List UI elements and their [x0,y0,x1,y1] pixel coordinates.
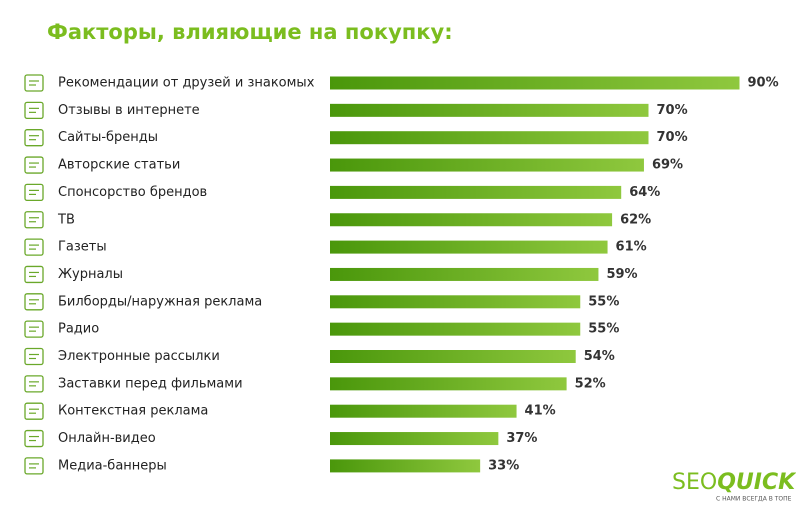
bar [330,158,644,172]
value-label: 54% [584,349,615,364]
category-icon [24,265,44,284]
category-icon [24,375,44,393]
category-label: Медиа-баннеры [58,458,167,473]
bar [330,295,581,309]
value-label: 37% [506,431,537,446]
logo: SEOQUICK С НАМИ ВСЕГДА В ТОПЕ [672,470,796,503]
category-icon [24,429,44,448]
value-label: 69% [652,158,683,173]
category-label: Спонсорство брендов [58,185,207,200]
category-icon [24,238,44,256]
logo-text: SEOQUICK [672,470,796,495]
value-label: 52% [575,376,606,391]
category-label: Контекстная реклама [58,404,208,419]
bar [330,322,581,336]
category-label: Заставки перед фильмами [58,376,243,391]
category-label: Онлайн-видео [58,431,156,446]
category-icon [24,156,44,174]
bar [330,267,599,281]
value-label: 33% [488,458,519,473]
category-icon [24,211,44,229]
value-label: 55% [588,322,619,337]
logo-part: SEO [672,470,717,495]
value-label: 70% [657,103,688,118]
bar [330,377,567,391]
category-icon [24,402,44,420]
value-label: 41% [525,404,556,419]
value-label: 59% [606,267,637,282]
category-icon [24,74,44,92]
bar [330,459,481,473]
category-label: Радио [58,322,99,337]
bar [330,103,649,117]
bar [330,213,613,227]
chart-title: Факторы, влияющие на покупку: [47,20,453,44]
bar [330,131,649,145]
category-icon [24,101,44,119]
category-icon [24,293,44,311]
category-icon [24,129,44,147]
category-label: ТВ [57,212,75,227]
category-label: Билборды/наружная реклама [58,294,262,309]
category-label: Авторские статьи [58,158,180,173]
category-label: Журналы [58,267,123,282]
logo-tagline: С НАМИ ВСЕГДА В ТОПЕ [716,496,792,503]
bar [330,350,576,363]
value-label: 64% [629,185,660,200]
bar [330,185,622,199]
value-label: 90% [748,76,779,91]
value-label: 62% [620,212,651,227]
category-icon [24,183,44,202]
category-label: Газеты [58,240,107,255]
bar [330,240,608,254]
value-label: 55% [588,294,619,309]
category-label: Отзывы в интернете [58,103,200,118]
bar [330,404,517,418]
category-label: Электронные рассылки [58,349,220,364]
category-icon [24,347,44,366]
category-icon [24,320,44,338]
category-label: Сайты-бренды [58,130,158,145]
category-label: Рекомендации от друзей и знакомых [58,76,315,91]
value-label: 61% [616,240,647,255]
value-label: 70% [657,130,688,145]
bar [330,76,740,90]
category-icon [24,457,44,475]
logo-part: QUICK [717,470,796,495]
bar [330,432,499,446]
